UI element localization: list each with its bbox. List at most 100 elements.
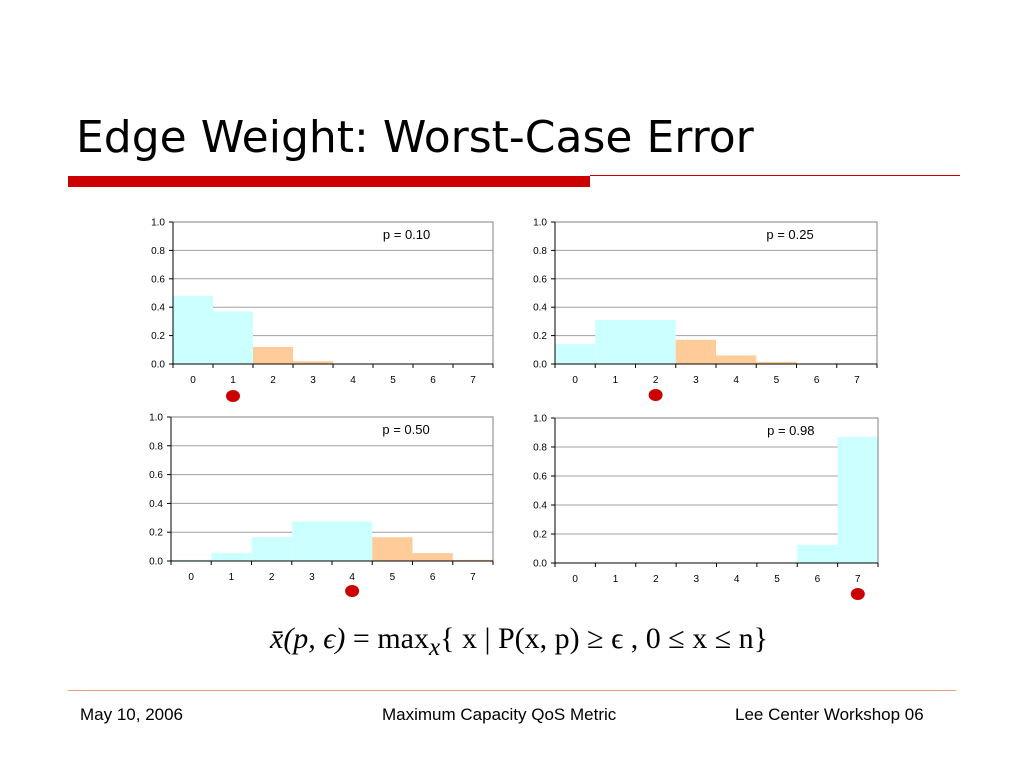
x-tick-label: 2 xyxy=(269,572,275,583)
x-tick-label: 1 xyxy=(613,574,619,585)
plot-frame xyxy=(554,417,879,564)
title-underline-thin xyxy=(590,175,960,176)
marker-dot xyxy=(850,588,865,600)
footer-date: May 10, 2006 xyxy=(80,705,184,724)
bar-5 xyxy=(372,537,413,561)
x-tick-label: 5 xyxy=(390,572,396,583)
formula-lhs: x̄(p, ϵ) xyxy=(270,622,346,655)
y-tick-label: 1.0 xyxy=(533,414,547,425)
y-tick-label: 0.0 xyxy=(533,559,547,570)
y-tick-label: 0.6 xyxy=(149,470,163,481)
bar-0 xyxy=(173,295,213,364)
y-tick-label: 0.6 xyxy=(151,274,165,285)
bar-4 xyxy=(332,521,373,561)
marker-dot xyxy=(648,389,663,401)
bar-2 xyxy=(635,319,676,364)
chart-label: p = 0.10 xyxy=(383,227,430,242)
bar-3 xyxy=(293,361,333,364)
x-tick-label: 7 xyxy=(854,375,860,386)
formula-set: { x | P(x, p) ≥ ϵ , 0 ≤ x ≤ n} xyxy=(440,622,769,655)
bar-7 xyxy=(837,436,878,563)
x-tick-label: 3 xyxy=(694,574,700,585)
x-tick-label: 3 xyxy=(310,375,316,386)
y-tick-label: 1.0 xyxy=(149,413,163,424)
x-tick-label: 5 xyxy=(390,375,396,386)
y-tick-label: 0.8 xyxy=(533,443,547,454)
histogram-p098: 0.0 0.2 0.4 0.6 0.8 1.0 0 1 2 3 4 5 6 7 p = 0.98 xyxy=(533,414,879,600)
x-tick-label: 0 xyxy=(572,574,578,585)
marker-dot xyxy=(226,390,240,402)
y-tick-label: 0.8 xyxy=(151,246,165,257)
marker-dot xyxy=(345,585,360,597)
y-tick-label: 0.2 xyxy=(533,331,547,342)
x-tick-label: 4 xyxy=(349,572,355,583)
x-tick-label: 1 xyxy=(230,375,236,386)
y-tick-label: 0.6 xyxy=(533,472,547,483)
bar-4 xyxy=(716,355,757,364)
bar-5 xyxy=(756,361,797,364)
bar-1 xyxy=(213,311,253,364)
y-tick-label: 1.0 xyxy=(151,218,165,229)
x-tick-label: 1 xyxy=(229,572,235,583)
x-tick-label: 3 xyxy=(693,375,699,386)
x-tick-label: 0 xyxy=(188,572,194,583)
y-tick-label: 0.4 xyxy=(533,501,547,512)
footer-event: Lee Center Workshop 06 xyxy=(735,705,924,724)
bar-0 xyxy=(555,344,596,364)
y-tick-label: 0.0 xyxy=(533,360,547,371)
x-tick-label: 7 xyxy=(855,574,861,585)
y-tick-label: 0.2 xyxy=(149,528,163,539)
x-tick-label: 6 xyxy=(430,375,436,386)
y-tick-label: 0.8 xyxy=(149,441,163,452)
bar-7 xyxy=(452,559,493,561)
x-tick-label: 6 xyxy=(814,375,820,386)
x-tick-label: 7 xyxy=(470,375,476,386)
y-tick-label: 0.4 xyxy=(533,303,547,314)
bar-3 xyxy=(291,521,332,561)
title-underline-thick xyxy=(68,176,590,187)
bar-2 xyxy=(251,537,292,561)
y-tick-label: 0.4 xyxy=(149,499,163,510)
bar-3 xyxy=(675,339,716,364)
chart-label: p = 0.98 xyxy=(767,423,814,438)
x-tick-label: 4 xyxy=(734,574,740,585)
x-tick-label: 4 xyxy=(350,375,356,386)
chart-label: p = 0.25 xyxy=(766,227,813,242)
bar-1 xyxy=(595,319,636,364)
y-tick-label: 0.2 xyxy=(151,331,165,342)
x-tick-label: 1 xyxy=(613,375,619,386)
x-tick-label: 2 xyxy=(270,375,276,386)
y-tick-label: 0.2 xyxy=(533,530,547,541)
x-tick-label: 0 xyxy=(572,375,578,386)
formula-max: max xyxy=(377,622,429,655)
worst-case-formula: x̄(p, ϵ) = maxx{ x | P(x, p) ≥ ϵ , 0 ≤ x… xyxy=(270,622,768,662)
x-tick-label: 6 xyxy=(430,572,436,583)
chart-label: p = 0.50 xyxy=(382,422,429,437)
footer-title: Maximum Capacity QoS Metric xyxy=(382,705,617,724)
x-tick-label: 7 xyxy=(470,572,476,583)
y-tick-label: 0.6 xyxy=(533,274,547,285)
y-tick-label: 0.8 xyxy=(533,246,547,257)
x-tick-label: 4 xyxy=(733,375,739,386)
formula-equals: = xyxy=(345,622,378,655)
bar-2 xyxy=(253,346,293,364)
x-tick-label: 3 xyxy=(309,572,315,583)
y-tick-label: 0.4 xyxy=(151,303,165,314)
bar-0 xyxy=(171,559,212,561)
y-tick-label: 0.0 xyxy=(151,360,165,371)
bar-6 xyxy=(797,544,838,563)
x-tick-label: 0 xyxy=(190,375,196,386)
histogram-p025: 0.0 0.2 0.4 0.6 0.8 1.0 0 1 2 3 4 5 6 7 p = 0.25 xyxy=(533,218,878,401)
x-tick-label: 6 xyxy=(815,574,821,585)
bar-6 xyxy=(412,553,453,561)
y-tick-label: 1.0 xyxy=(533,218,547,229)
histogram-p050: 0.0 0.2 0.4 0.6 0.8 1.0 0 1 2 3 4 5 6 7 p = 0.50 xyxy=(149,413,494,597)
y-tick-label: 0.0 xyxy=(149,557,163,568)
x-tick-label: 2 xyxy=(653,375,659,386)
footer-divider xyxy=(68,690,956,691)
slide-title: Edge Weight: Worst-Case Error xyxy=(76,112,754,163)
x-tick-label: 5 xyxy=(774,375,780,386)
bar-1 xyxy=(211,553,252,561)
histogram-p010: 0.0 0.2 0.4 0.6 0.8 1.0 0 1 2 3 4 5 6 7 p = 0.10 xyxy=(151,218,494,402)
x-tick-label: 5 xyxy=(774,574,780,585)
